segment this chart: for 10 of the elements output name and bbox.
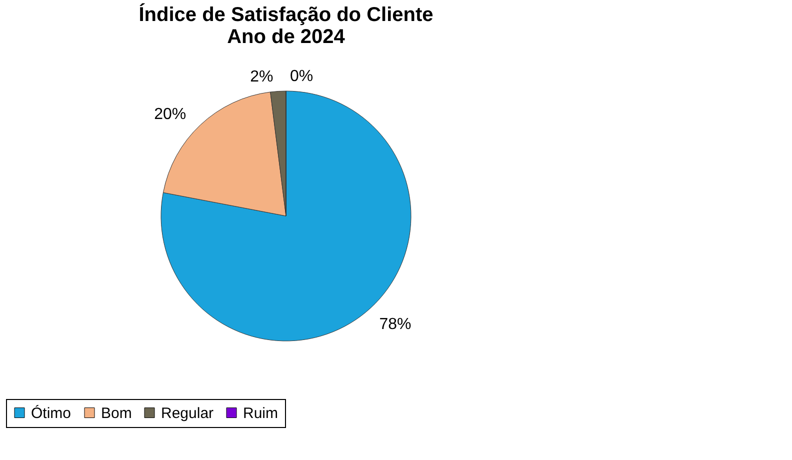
data-label: 78% <box>379 316 412 333</box>
data-label: 20% <box>154 106 186 123</box>
data-label: 2% <box>250 68 274 86</box>
legend-label: Ruim <box>243 404 278 422</box>
text: Índice de Satisfação do Cliente <box>138 4 434 26</box>
legend-label: Bom <box>101 404 132 422</box>
text: 0% <box>290 68 314 85</box>
legend-label: Regular <box>161 404 214 422</box>
text: Ano de 2024 <box>227 26 345 48</box>
legend-label: Ótimo <box>31 404 72 422</box>
